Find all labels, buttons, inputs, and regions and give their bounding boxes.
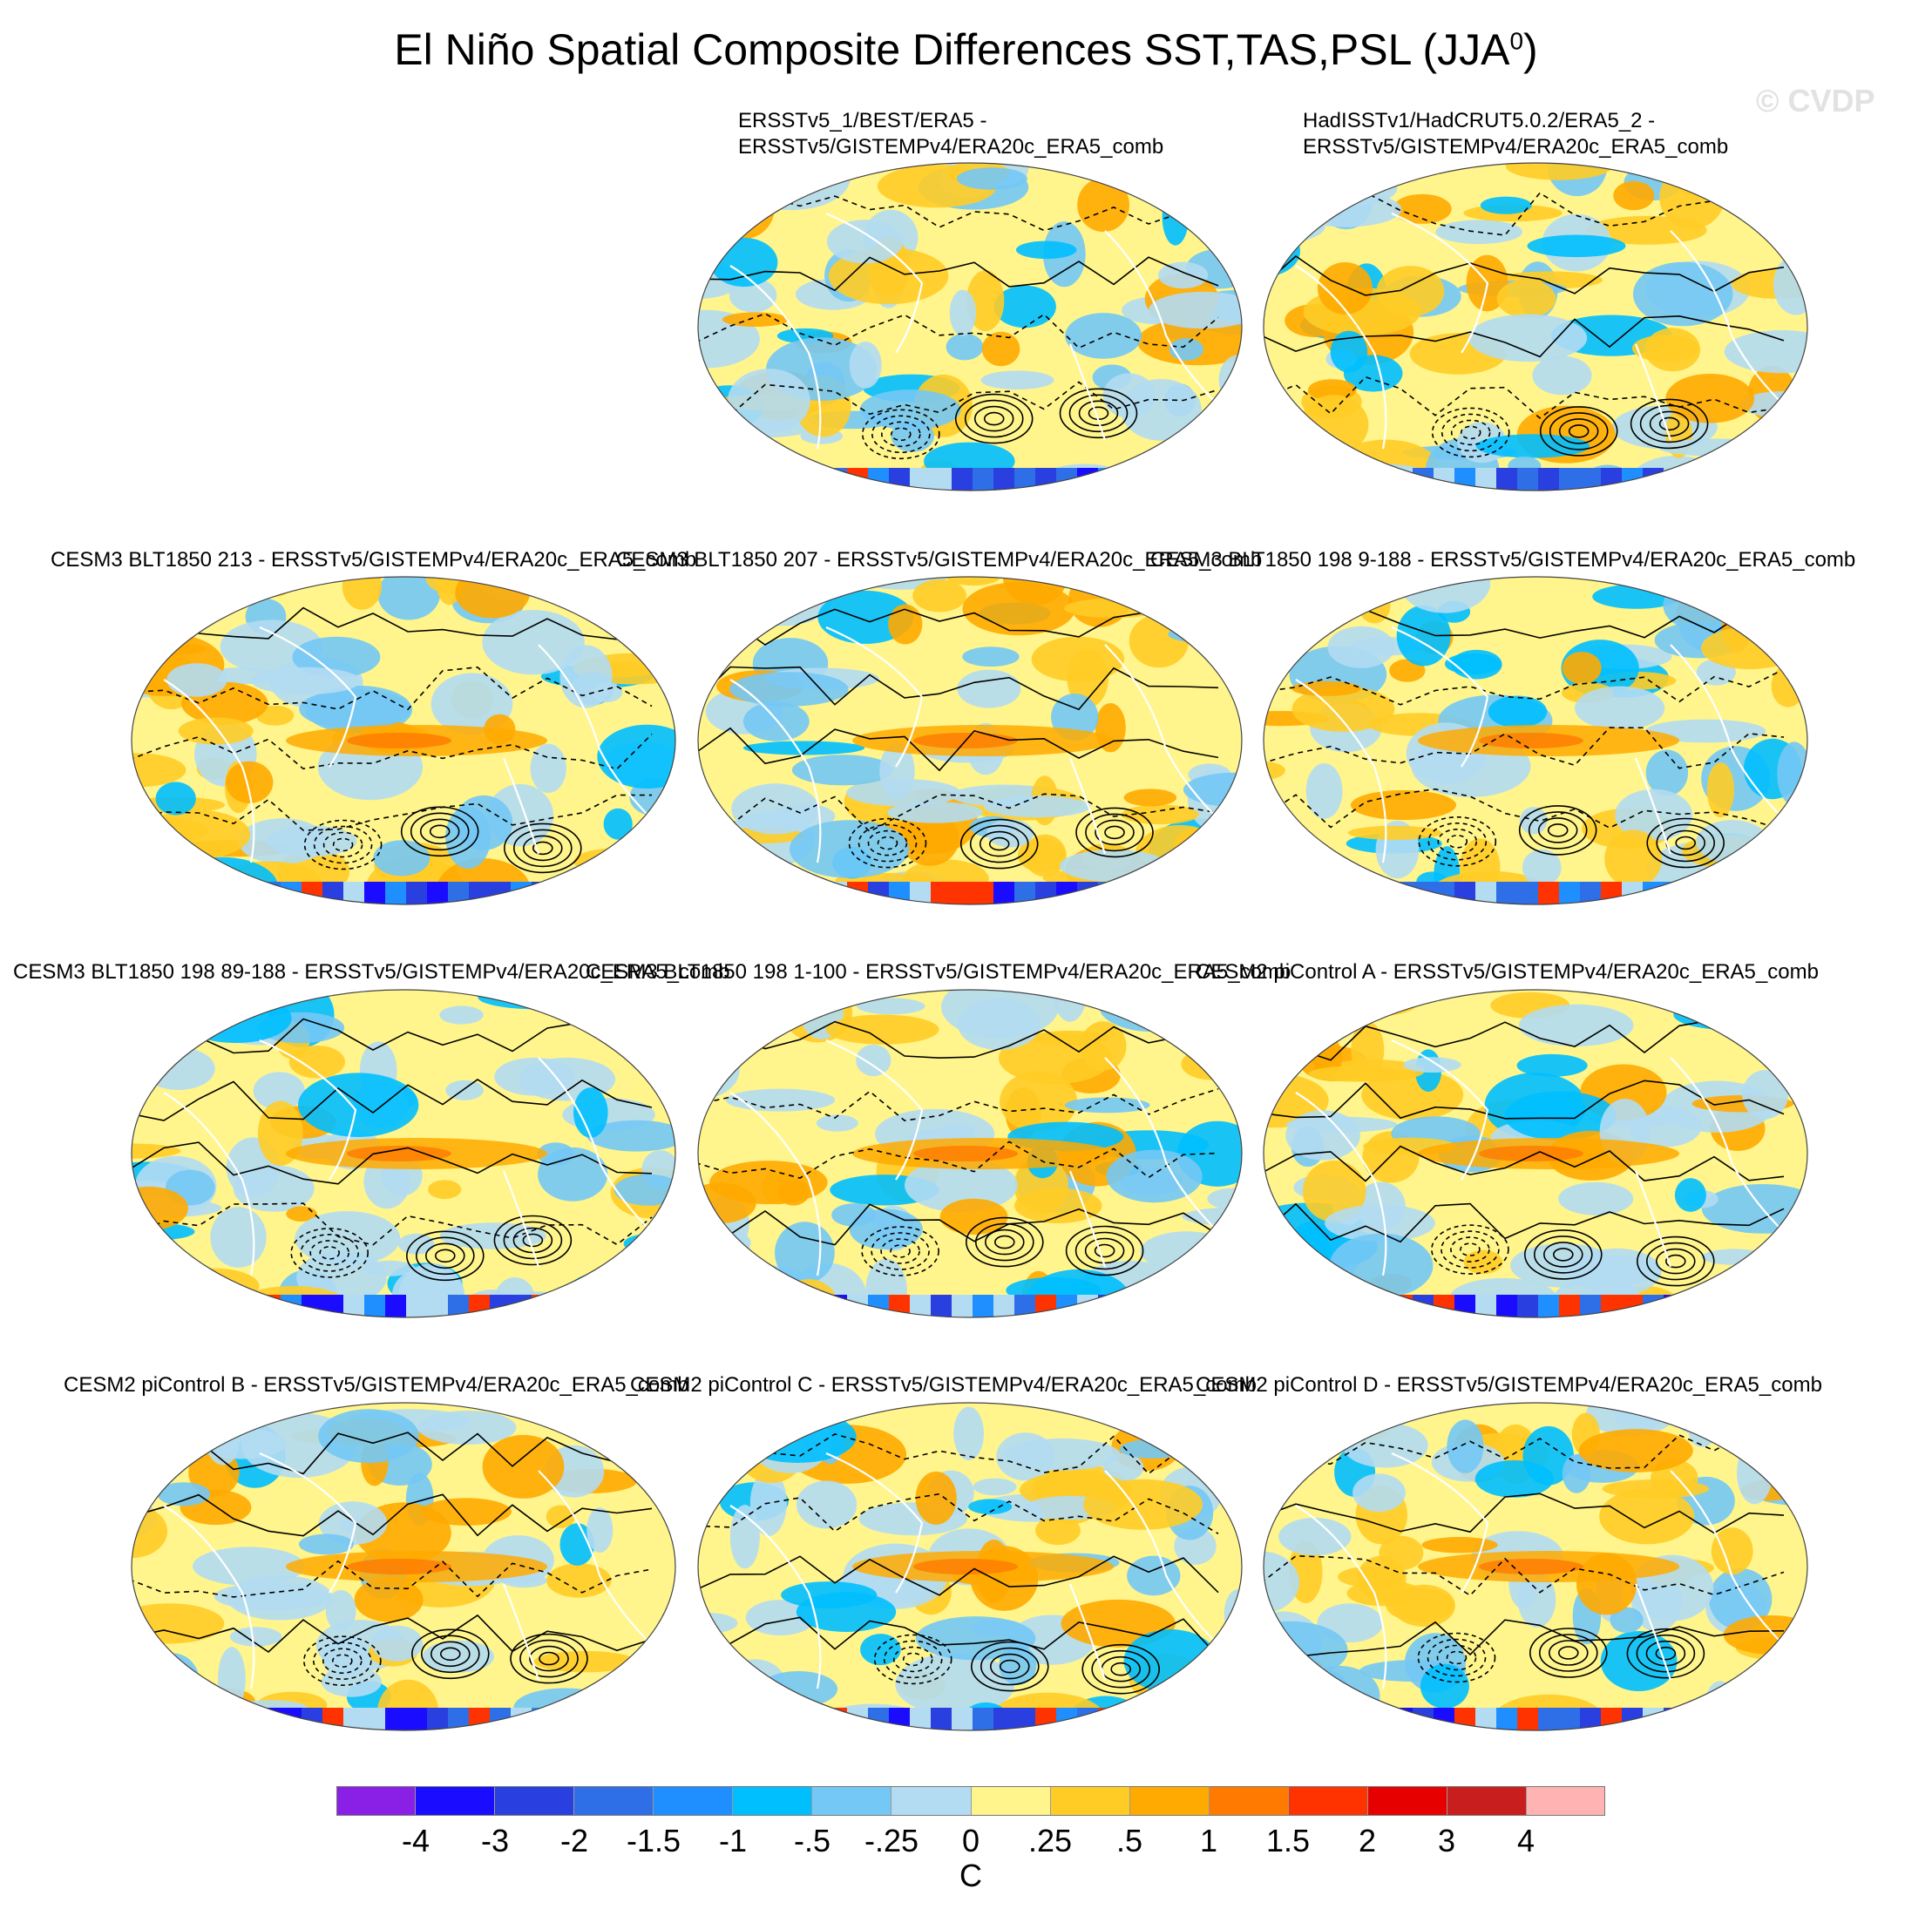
map-plot xyxy=(1263,989,1808,1318)
colorbar-swatch xyxy=(1288,1786,1368,1816)
panel-label-6: CESM3 BLT1850 198 89-188 - ERSSTv5/GISTE… xyxy=(13,960,730,984)
map-panel-5 xyxy=(1261,575,1810,906)
panel-label-8: CESM2 piControl A - ERSSTv5/GISTEMPv4/ER… xyxy=(1196,960,1819,984)
colorbar-tick-label: -1.5 xyxy=(626,1823,681,1858)
map-panel-1 xyxy=(695,161,1244,492)
map-plot xyxy=(131,1402,676,1731)
map-plot xyxy=(697,162,1243,491)
panel-label-3: CESM3 BLT1850 213 - ERSSTv5/GISTEMPv4/ER… xyxy=(51,548,697,572)
panel-label-7: CESM3 BLT1850 198 1-100 - ERSSTv5/GISTEM… xyxy=(586,960,1291,984)
colorbar-tick-label: -3 xyxy=(480,1823,510,1858)
colorbar-swatch xyxy=(812,1786,892,1816)
panel-label-5: CESM3 BLT1850 198 9-188 - ERSSTv5/GISTEM… xyxy=(1150,548,1856,572)
colorbar-tick-label: -1 xyxy=(718,1823,748,1858)
map-plot xyxy=(131,989,676,1318)
map-panel-9 xyxy=(129,1401,678,1732)
map-plot xyxy=(1263,1402,1808,1731)
colorbar-swatch xyxy=(1209,1786,1289,1816)
panel-label-4: CESM3 BLT1850 207 - ERSSTv5/GISTEMPv4/ER… xyxy=(616,548,1263,572)
colorbar-tick-label: .25 xyxy=(1027,1823,1073,1858)
map-plot xyxy=(697,1402,1243,1731)
panel-label-9: CESM2 piControl B - ERSSTv5/GISTEMPv4/ER… xyxy=(64,1373,689,1397)
map-panel-8 xyxy=(1261,988,1810,1319)
colorbar-tick-label: -.25 xyxy=(864,1823,919,1858)
map-panel-4 xyxy=(695,575,1244,906)
map-plot xyxy=(697,576,1243,905)
map-plot xyxy=(1263,162,1808,491)
colorbar xyxy=(336,1786,1605,1816)
map-panel-6 xyxy=(129,988,678,1319)
panel-label-2: HadISSTv1/HadCRUT5.0.2/ERA5_2 - ERSSTv5/… xyxy=(1303,109,1729,159)
colorbar-tick-label: 3 xyxy=(1437,1823,1456,1858)
panel-label-10: CESM2 piControl C - ERSSTv5/GISTEMPv4/ER… xyxy=(630,1373,1257,1397)
colorbar-tick-label: -2 xyxy=(559,1823,589,1858)
map-panel-11 xyxy=(1261,1401,1810,1732)
colorbar-tick-label: -4 xyxy=(401,1823,430,1858)
colorbar-tick-label: 2 xyxy=(1358,1823,1377,1858)
colorbar-tick-label: .5 xyxy=(1115,1823,1143,1858)
map-plot xyxy=(697,989,1243,1318)
colorbar-swatch xyxy=(1526,1786,1605,1816)
colorbar-swatch xyxy=(1050,1786,1130,1816)
colorbar-swatch xyxy=(1447,1786,1527,1816)
colorbar-swatch xyxy=(891,1786,972,1816)
colorbar-swatch xyxy=(416,1786,496,1816)
map-plot xyxy=(1263,576,1808,905)
watermark: © CVDP xyxy=(1756,83,1875,118)
colorbar-swatch xyxy=(733,1786,813,1816)
map-panel-10 xyxy=(695,1401,1244,1732)
colorbar-tick-label: 1.5 xyxy=(1265,1823,1311,1858)
colorbar-tick-label: 4 xyxy=(1516,1823,1535,1858)
colorbar-swatch xyxy=(574,1786,654,1816)
panel-label-11: CESM2 piControl D - ERSSTv5/GISTEMPv4/ER… xyxy=(1196,1373,1822,1397)
colorbar-swatch xyxy=(495,1786,575,1816)
map-panel-3 xyxy=(129,575,678,906)
colorbar-tick-label: 0 xyxy=(961,1823,980,1858)
map-panel-2 xyxy=(1261,161,1810,492)
colorbar-swatch xyxy=(336,1786,417,1816)
colorbar-swatch xyxy=(1367,1786,1447,1816)
colorbar-tick-label: -.5 xyxy=(793,1823,831,1858)
map-plot xyxy=(131,576,676,905)
colorbar-tick-label: 1 xyxy=(1199,1823,1218,1858)
figure-title: El Niño Spatial Composite Differences SS… xyxy=(394,25,1538,74)
panel-label-1: ERSSTv5_1/BEST/ERA5 - ERSSTv5/GISTEMPv4/… xyxy=(738,109,1164,159)
map-panel-7 xyxy=(695,988,1244,1319)
colorbar-swatch xyxy=(654,1786,734,1816)
colorbar-swatch xyxy=(971,1786,1051,1816)
colorbar-swatch xyxy=(1129,1786,1210,1816)
colorbar-unit: C xyxy=(959,1858,982,1893)
